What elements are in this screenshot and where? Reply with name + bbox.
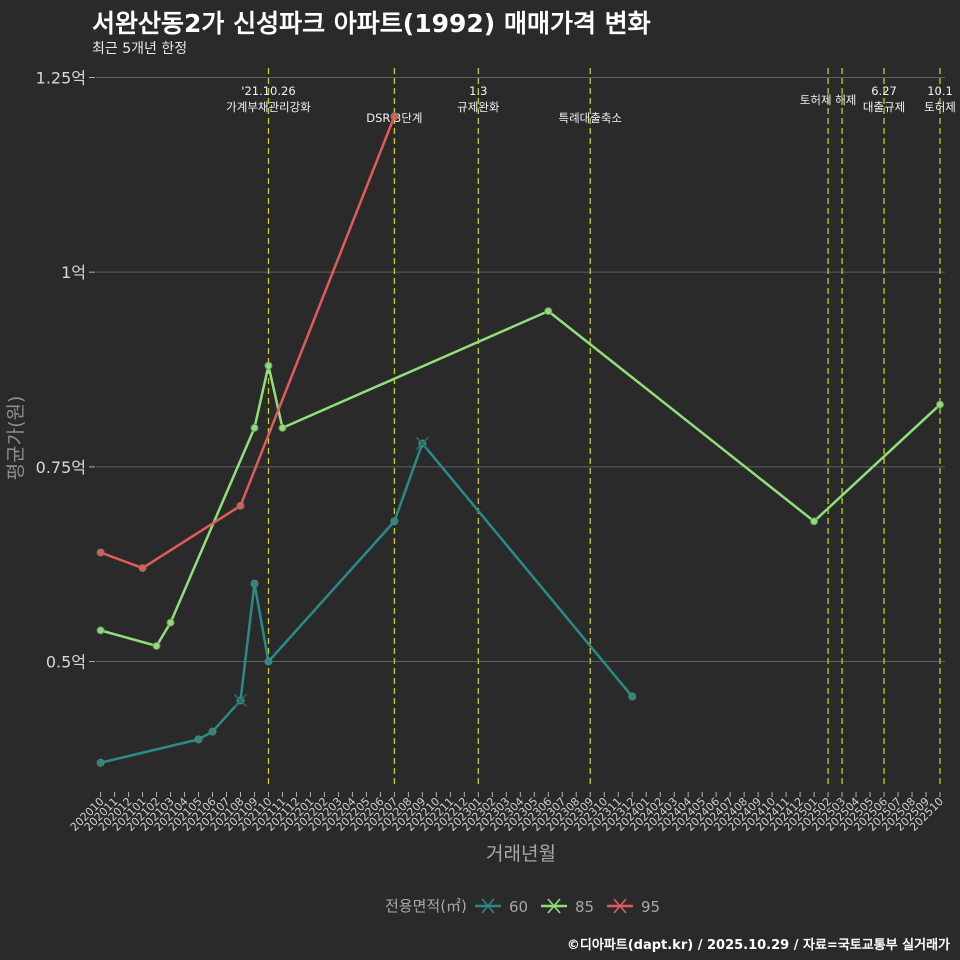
data-point-95 [390,112,399,121]
data-point-60 [250,579,259,588]
y-tick-label: 1억 [61,263,86,282]
data-point-60 [208,727,217,736]
chart-title: 서완산동2가 신성파크 아파트(1992) 매매가격 변화 [92,9,651,38]
event-label: 가계부채관리강화 [226,100,311,114]
data-point-85 [936,400,945,409]
event-label: 토허제 [924,100,956,114]
cross-marker [233,693,248,708]
data-point-95 [138,564,147,573]
y-axis: 0.5억 0.75억 1억 1.25억 [36,69,95,672]
gridlines [96,77,945,663]
event-label: 10.1 [927,84,953,98]
event-label: 토허제 해제 [800,93,857,107]
series-line-95 [100,115,396,570]
legend-marker-95 [613,898,627,914]
legend-label-60: 60 [509,898,528,916]
data-point-85 [152,641,161,650]
data-point-60 [264,657,273,666]
y-tick-label: 0.75억 [36,458,86,477]
data-point-85 [96,626,105,635]
chart-subtitle: 최근 5개년 한정 [92,41,188,57]
legend-marker-60 [481,898,495,914]
legend-marker-85 [547,898,561,914]
y-tick-label: 0.5억 [46,653,86,672]
event-label: '21.10.26 [241,84,295,98]
series-line-60 [100,442,634,764]
data-point-85 [810,517,819,526]
event-label: 1.3 [469,84,487,98]
legend: 전용면적(㎡) 60 85 95 [385,897,660,916]
data-point-85 [250,423,259,432]
data-point-60 [194,735,203,744]
y-tick-label: 1.25억 [36,69,86,88]
event-label: 대출규제 [863,100,905,114]
x-axis-label: 거래년월 [486,843,556,865]
data-point-85 [264,361,273,370]
event-label: 특례대출축소 [559,111,622,125]
event-label: 6.27 [871,84,897,98]
data-point-60 [628,692,637,701]
series-lines [96,112,945,767]
cross-marker [415,436,429,451]
data-point-60 [390,517,399,526]
series-line-85 [100,309,941,648]
data-point-60 [96,758,105,767]
event-label: 규제완화 [457,100,500,114]
x-axis: 2020102020112020122021012021022021032021… [68,792,946,834]
y-axis-label: 평균가(원) [5,396,27,481]
data-point-95 [236,501,245,510]
chart-caption: ©디아파트(dapt.kr) / 2025.10.29 / 자료=국토교통부 실… [566,938,950,953]
legend-title: 전용면적(㎡) [385,897,467,915]
legend-label-85: 85 [575,898,594,916]
data-point-85 [278,423,287,432]
legend-label-95: 95 [641,898,660,916]
data-point-85 [544,307,553,316]
data-point-85 [166,618,175,627]
data-point-95 [96,548,105,557]
